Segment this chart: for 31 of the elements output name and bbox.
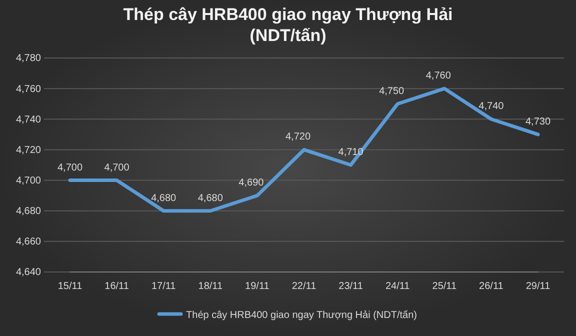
- data-label: 4,700: [57, 162, 83, 174]
- x-tick-label: 26/11: [479, 281, 504, 292]
- x-tick-label: 16/11: [104, 281, 130, 292]
- y-tick-label: 4,720: [16, 144, 42, 156]
- data-label: 4,760: [426, 70, 452, 82]
- chart-title: Thép cây HRB400 giao ngay Thượng Hải (NDT/tấn): [123, 5, 453, 45]
- data-label: 4,730: [525, 116, 551, 128]
- x-tick-label: 24/11: [385, 281, 410, 292]
- x-tick-label: 17/11: [151, 281, 176, 292]
- x-tick-label: 25/11: [432, 281, 457, 292]
- data-label: 4,720: [285, 132, 311, 143]
- y-tick-label: 4,680: [16, 206, 42, 218]
- x-tick-label: 18/11: [198, 281, 223, 292]
- x-tick-label: 23/11: [338, 281, 364, 292]
- y-tick-label: 4,660: [16, 236, 42, 248]
- data-label: 4,740: [478, 101, 504, 112]
- data-label: 4,680: [198, 192, 224, 204]
- legend-label: Thép cây HRB400 giao ngay Thượng Hải (NDT/tấn): [186, 310, 417, 321]
- data-label: 4,690: [238, 178, 264, 189]
- y-tick-label: 4,760: [16, 84, 42, 95]
- x-tick-label: 29/11: [526, 281, 551, 292]
- y-tick-label: 4,700: [16, 175, 42, 186]
- data-label: 4,700: [104, 162, 130, 174]
- x-tick-label: 19/11: [245, 281, 270, 292]
- x-tick-label: 15/11: [58, 281, 83, 292]
- y-tick-label: 4,780: [16, 53, 42, 64]
- y-tick-label: 4,740: [16, 114, 42, 126]
- data-label: 4,750: [379, 86, 405, 97]
- x-tick-label: 22/11: [292, 281, 317, 292]
- data-label: 4,680: [151, 192, 177, 204]
- y-tick-label: 4,640: [16, 267, 42, 278]
